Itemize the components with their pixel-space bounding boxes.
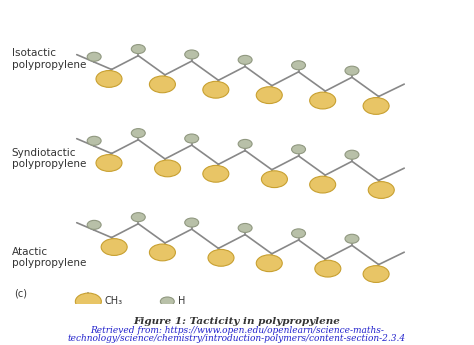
Circle shape bbox=[75, 293, 101, 310]
Circle shape bbox=[96, 155, 122, 171]
Circle shape bbox=[310, 92, 336, 109]
Circle shape bbox=[101, 239, 127, 255]
Text: Retrieved from: https://www.open.edu/openlearn/science-maths-: Retrieved from: https://www.open.edu/ope… bbox=[90, 326, 384, 335]
Circle shape bbox=[238, 139, 252, 148]
Circle shape bbox=[185, 134, 199, 143]
Circle shape bbox=[185, 50, 199, 59]
Circle shape bbox=[87, 220, 101, 229]
Circle shape bbox=[292, 145, 306, 154]
Circle shape bbox=[363, 266, 389, 283]
Circle shape bbox=[155, 160, 181, 177]
Circle shape bbox=[87, 52, 101, 61]
Text: Syndiotactic
polypropylene: Syndiotactic polypropylene bbox=[12, 148, 86, 169]
Circle shape bbox=[363, 98, 389, 114]
Circle shape bbox=[203, 165, 229, 182]
Circle shape bbox=[256, 87, 282, 104]
Circle shape bbox=[185, 218, 199, 227]
Circle shape bbox=[315, 260, 341, 277]
Circle shape bbox=[345, 150, 359, 159]
Circle shape bbox=[238, 224, 252, 233]
Circle shape bbox=[160, 297, 174, 306]
Circle shape bbox=[131, 129, 145, 138]
Circle shape bbox=[292, 61, 306, 70]
Circle shape bbox=[292, 229, 306, 238]
Text: CH₃: CH₃ bbox=[105, 296, 123, 306]
Circle shape bbox=[256, 255, 282, 272]
Circle shape bbox=[368, 181, 394, 198]
Circle shape bbox=[149, 76, 175, 93]
Text: Atactic
polypropylene: Atactic polypropylene bbox=[12, 247, 86, 268]
Text: Figure 1: Tacticity in polypropylene: Figure 1: Tacticity in polypropylene bbox=[134, 317, 340, 326]
Circle shape bbox=[208, 249, 234, 266]
Circle shape bbox=[345, 234, 359, 243]
Text: Isotactic
polypropylene: Isotactic polypropylene bbox=[12, 48, 86, 70]
Circle shape bbox=[310, 176, 336, 193]
Text: (c): (c) bbox=[14, 288, 27, 298]
Circle shape bbox=[87, 136, 101, 145]
Circle shape bbox=[203, 81, 229, 98]
Circle shape bbox=[345, 66, 359, 75]
Circle shape bbox=[238, 56, 252, 65]
Text: technology/science/chemistry/introduction-polymers/content-section-2.3.4: technology/science/chemistry/introductio… bbox=[68, 334, 406, 343]
Circle shape bbox=[131, 45, 145, 53]
Text: H: H bbox=[178, 296, 185, 306]
Circle shape bbox=[131, 213, 145, 221]
Circle shape bbox=[262, 171, 287, 188]
Circle shape bbox=[149, 244, 175, 261]
Circle shape bbox=[96, 70, 122, 87]
